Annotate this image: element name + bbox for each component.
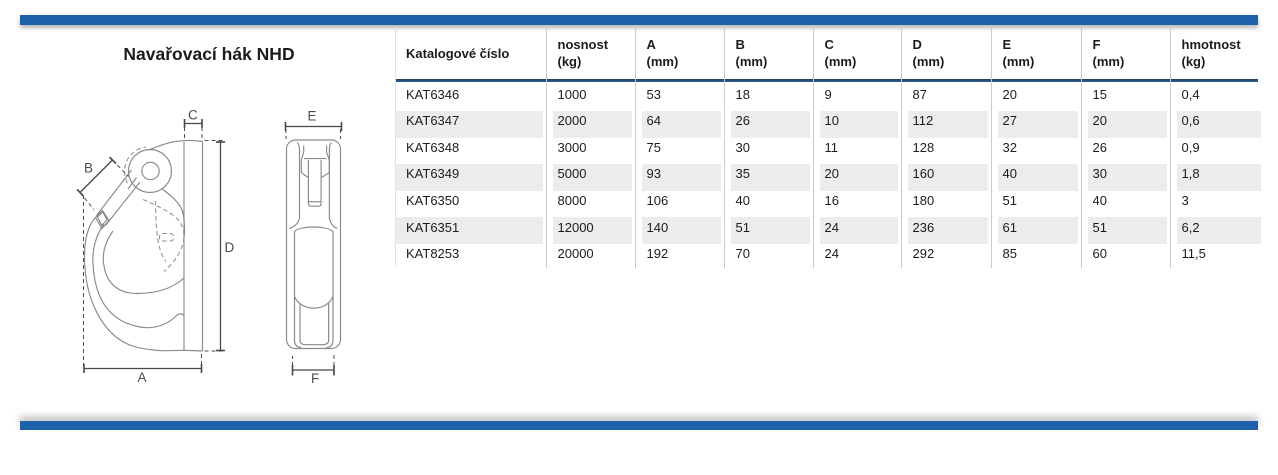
- svg-text:A: A: [138, 370, 147, 385]
- svg-text:F: F: [311, 371, 319, 386]
- svg-text:B: B: [84, 161, 93, 176]
- svg-text:D: D: [225, 240, 235, 255]
- svg-text:C: C: [188, 108, 198, 123]
- svg-text:E: E: [308, 109, 317, 124]
